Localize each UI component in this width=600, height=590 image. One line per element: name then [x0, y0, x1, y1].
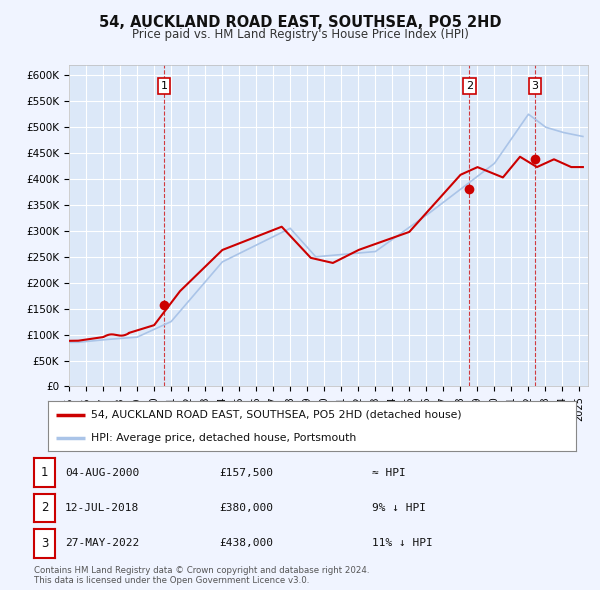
Text: ≈ HPI: ≈ HPI — [372, 468, 406, 477]
Text: 9% ↓ HPI: 9% ↓ HPI — [372, 503, 426, 513]
Text: 12-JUL-2018: 12-JUL-2018 — [65, 503, 139, 513]
Text: 27-MAY-2022: 27-MAY-2022 — [65, 539, 139, 548]
Text: 04-AUG-2000: 04-AUG-2000 — [65, 468, 139, 477]
Text: 11% ↓ HPI: 11% ↓ HPI — [372, 539, 433, 548]
Text: HPI: Average price, detached house, Portsmouth: HPI: Average price, detached house, Port… — [91, 433, 356, 443]
Text: £438,000: £438,000 — [219, 539, 273, 548]
Text: 1: 1 — [41, 466, 49, 479]
Text: 2: 2 — [41, 502, 49, 514]
Text: £157,500: £157,500 — [219, 468, 273, 477]
Text: 3: 3 — [41, 537, 49, 550]
Text: 1: 1 — [160, 81, 167, 91]
Text: 3: 3 — [532, 81, 539, 91]
Text: Contains HM Land Registry data © Crown copyright and database right 2024.
This d: Contains HM Land Registry data © Crown c… — [34, 566, 370, 585]
Text: £380,000: £380,000 — [219, 503, 273, 513]
Text: 54, AUCKLAND ROAD EAST, SOUTHSEA, PO5 2HD (detached house): 54, AUCKLAND ROAD EAST, SOUTHSEA, PO5 2H… — [91, 409, 462, 419]
Text: 2: 2 — [466, 81, 473, 91]
Text: Price paid vs. HM Land Registry's House Price Index (HPI): Price paid vs. HM Land Registry's House … — [131, 28, 469, 41]
Text: 54, AUCKLAND ROAD EAST, SOUTHSEA, PO5 2HD: 54, AUCKLAND ROAD EAST, SOUTHSEA, PO5 2H… — [99, 15, 501, 30]
